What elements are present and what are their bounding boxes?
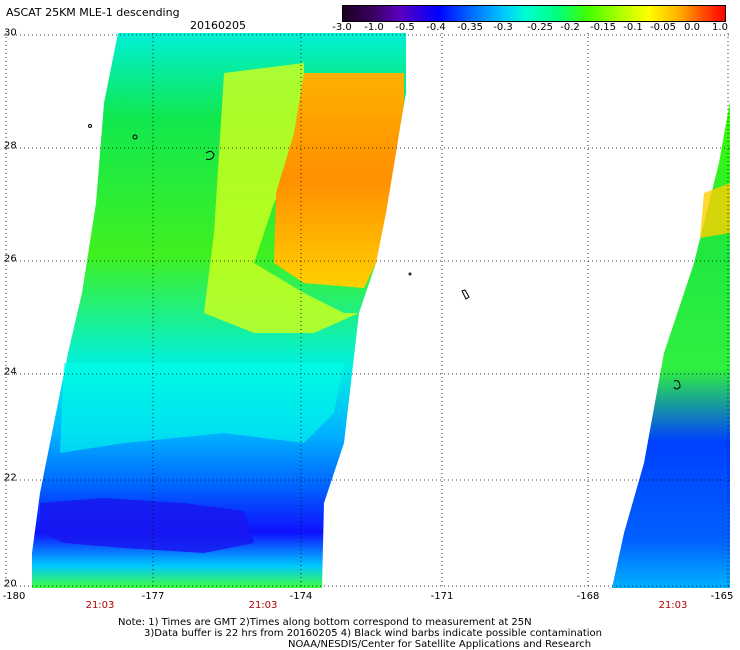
map-title: ASCAT 25KM MLE-1 descending — [6, 6, 180, 19]
lat-label: 22 — [4, 472, 17, 484]
yellow-region — [204, 63, 359, 333]
colorbar-label: -0.4 — [426, 22, 446, 33]
graticule — [4, 33, 730, 588]
lat-label: 30 — [4, 27, 17, 39]
colorbar-label: -0.1 — [623, 22, 643, 33]
wind-map — [4, 33, 730, 588]
colorbar-label: -0.35 — [457, 22, 483, 33]
footnote-line-1: Note: 1) Times are GMT 2)Times along bot… — [118, 617, 532, 628]
colorbar-label: -0.25 — [527, 22, 553, 33]
footnote-line-2: 3)Data buffer is 22 hrs from 20160205 4)… — [144, 628, 602, 639]
colorbar-label: -0.05 — [650, 22, 676, 33]
lat-label: 24 — [4, 366, 17, 378]
island-outlines — [88, 124, 681, 390]
lat-label: 20 — [4, 578, 17, 590]
orange-region — [274, 73, 404, 288]
lon-label: -180 — [2, 591, 26, 602]
colorbar-label: -0.3 — [493, 22, 513, 33]
pass-time: 21:03 — [658, 600, 688, 611]
colorbar — [342, 5, 726, 22]
lon-label: -168 — [576, 591, 600, 602]
map-date: 20160205 — [190, 19, 246, 32]
colorbar-label: -0.2 — [560, 22, 580, 33]
pass-time: 21:03 — [248, 600, 278, 611]
lon-label: -171 — [430, 591, 454, 602]
lat-label: 28 — [4, 140, 17, 152]
colorbar-label: -3.0 — [332, 22, 352, 33]
lon-label: -177 — [141, 591, 165, 602]
deep-blue-region — [40, 498, 254, 553]
lon-label: -174 — [289, 591, 313, 602]
colorbar-label: 1.0 — [712, 22, 728, 33]
right-yellow-patch — [700, 183, 730, 238]
right-swath — [612, 101, 730, 588]
pass-time: 21:03 — [85, 600, 115, 611]
colorbar-labels: -3.0 -1.0 -0.5 -0.4 -0.35 -0.3 -0.25 -0.… — [330, 22, 740, 34]
cyan-band — [60, 363, 344, 453]
footnote-line-3: NOAA/NESDIS/Center for Satellite Applica… — [288, 639, 592, 650]
colorbar-label: -1.0 — [364, 22, 384, 33]
colorbar-label: 0.0 — [684, 22, 700, 33]
lon-label: -165 — [710, 591, 734, 602]
lat-label: 26 — [4, 253, 17, 265]
colorbar-label: -0.5 — [395, 22, 415, 33]
colorbar-label: -0.15 — [590, 22, 616, 33]
